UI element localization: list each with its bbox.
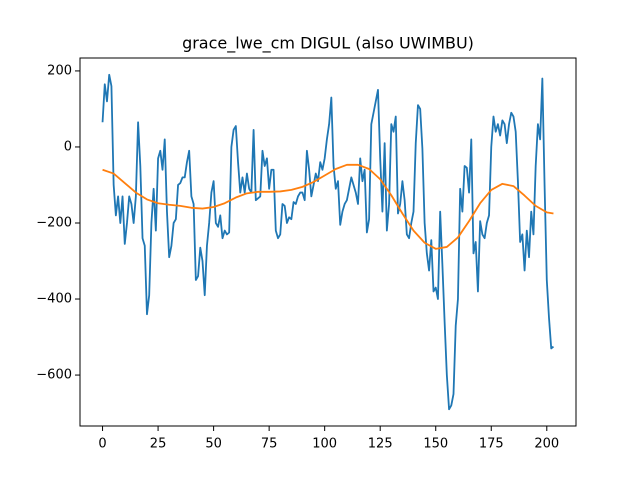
- y-tick-label: −200: [36, 215, 72, 230]
- x-tick-label: 125: [368, 437, 393, 452]
- x-tick-label: 150: [423, 437, 448, 452]
- plot-area: [101, 73, 555, 411]
- y-tick-label: 200: [47, 63, 72, 78]
- x-tick-label: 25: [150, 437, 167, 452]
- y-tick-label: −600: [36, 368, 72, 383]
- y-tick-label: 0: [64, 139, 72, 154]
- x-tick-label: 175: [479, 437, 504, 452]
- y-tick-label: −400: [36, 292, 72, 307]
- x-tick-label: 50: [205, 437, 222, 452]
- x-tick-label: 75: [261, 437, 278, 452]
- chart-title: grace_lwe_cm DIGUL (also UWIMBU): [182, 34, 474, 54]
- x-tick-label: 100: [312, 437, 337, 452]
- data-line: [102, 163, 554, 250]
- data-line: [101, 73, 555, 411]
- axes-frame: [79, 57, 577, 427]
- x-tick-label: 200: [534, 437, 559, 452]
- x-tick-label: 0: [98, 437, 106, 452]
